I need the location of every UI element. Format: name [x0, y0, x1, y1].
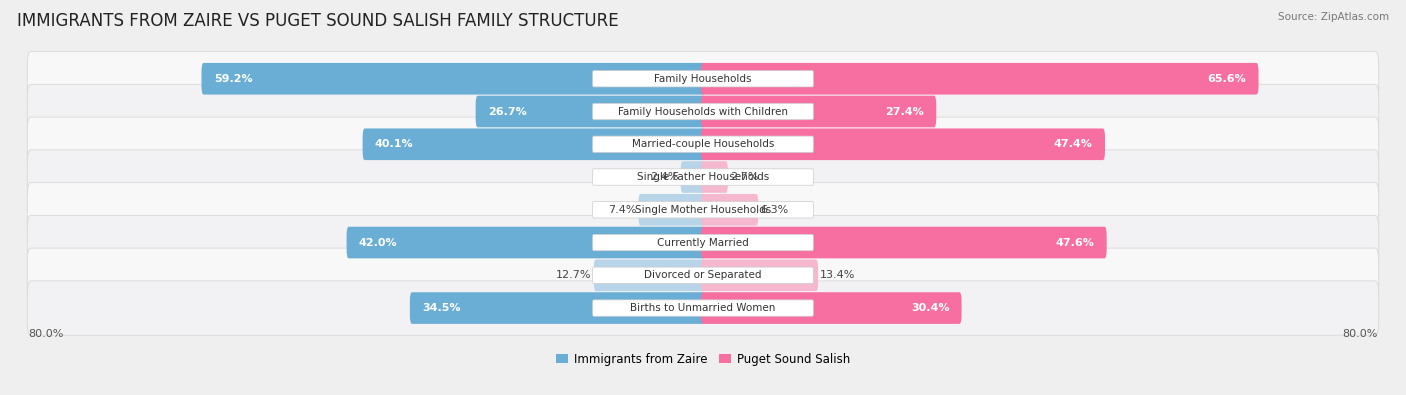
FancyBboxPatch shape	[411, 292, 706, 324]
FancyBboxPatch shape	[700, 96, 936, 127]
Text: 7.4%: 7.4%	[607, 205, 637, 215]
FancyBboxPatch shape	[27, 85, 1379, 139]
Text: Family Households with Children: Family Households with Children	[619, 107, 787, 117]
FancyBboxPatch shape	[593, 234, 813, 251]
FancyBboxPatch shape	[27, 215, 1379, 270]
Text: 47.4%: 47.4%	[1054, 139, 1092, 149]
Text: Family Households: Family Households	[654, 74, 752, 84]
FancyBboxPatch shape	[700, 227, 1107, 258]
Text: 12.7%: 12.7%	[557, 270, 592, 280]
FancyBboxPatch shape	[700, 63, 1258, 94]
FancyBboxPatch shape	[27, 248, 1379, 303]
Text: Married-couple Households: Married-couple Households	[631, 139, 775, 149]
FancyBboxPatch shape	[593, 103, 813, 120]
Text: 80.0%: 80.0%	[1343, 329, 1378, 339]
FancyBboxPatch shape	[27, 150, 1379, 204]
FancyBboxPatch shape	[593, 267, 813, 284]
FancyBboxPatch shape	[593, 260, 706, 291]
FancyBboxPatch shape	[593, 169, 813, 185]
Text: 42.0%: 42.0%	[359, 237, 398, 248]
FancyBboxPatch shape	[27, 117, 1379, 171]
Text: Single Mother Households: Single Mother Households	[636, 205, 770, 215]
Text: 47.6%: 47.6%	[1056, 237, 1094, 248]
Text: 80.0%: 80.0%	[28, 329, 63, 339]
Text: 27.4%: 27.4%	[886, 107, 924, 117]
Text: Single Father Households: Single Father Households	[637, 172, 769, 182]
FancyBboxPatch shape	[347, 227, 706, 258]
Text: 13.4%: 13.4%	[820, 270, 856, 280]
FancyBboxPatch shape	[27, 281, 1379, 335]
Text: Divorced or Separated: Divorced or Separated	[644, 270, 762, 280]
FancyBboxPatch shape	[700, 161, 728, 193]
FancyBboxPatch shape	[363, 128, 706, 160]
FancyBboxPatch shape	[681, 161, 706, 193]
Text: IMMIGRANTS FROM ZAIRE VS PUGET SOUND SALISH FAMILY STRUCTURE: IMMIGRANTS FROM ZAIRE VS PUGET SOUND SAL…	[17, 12, 619, 30]
FancyBboxPatch shape	[638, 194, 706, 226]
FancyBboxPatch shape	[27, 52, 1379, 106]
FancyBboxPatch shape	[700, 292, 962, 324]
Text: 2.7%: 2.7%	[730, 172, 758, 182]
FancyBboxPatch shape	[201, 63, 706, 94]
FancyBboxPatch shape	[593, 300, 813, 316]
FancyBboxPatch shape	[27, 182, 1379, 237]
Text: 34.5%: 34.5%	[422, 303, 461, 313]
Text: Source: ZipAtlas.com: Source: ZipAtlas.com	[1278, 12, 1389, 22]
Text: 59.2%: 59.2%	[214, 74, 252, 84]
Text: 2.4%: 2.4%	[650, 172, 679, 182]
Text: 6.3%: 6.3%	[761, 205, 789, 215]
FancyBboxPatch shape	[475, 96, 706, 127]
FancyBboxPatch shape	[593, 201, 813, 218]
Legend: Immigrants from Zaire, Puget Sound Salish: Immigrants from Zaire, Puget Sound Salis…	[551, 348, 855, 371]
FancyBboxPatch shape	[593, 136, 813, 152]
Text: Currently Married: Currently Married	[657, 237, 749, 248]
FancyBboxPatch shape	[700, 194, 758, 226]
FancyBboxPatch shape	[700, 260, 818, 291]
Text: 40.1%: 40.1%	[375, 139, 413, 149]
FancyBboxPatch shape	[700, 128, 1105, 160]
Text: Births to Unmarried Women: Births to Unmarried Women	[630, 303, 776, 313]
Text: 26.7%: 26.7%	[488, 107, 527, 117]
Text: 30.4%: 30.4%	[911, 303, 949, 313]
Text: 65.6%: 65.6%	[1208, 74, 1246, 84]
FancyBboxPatch shape	[593, 71, 813, 87]
